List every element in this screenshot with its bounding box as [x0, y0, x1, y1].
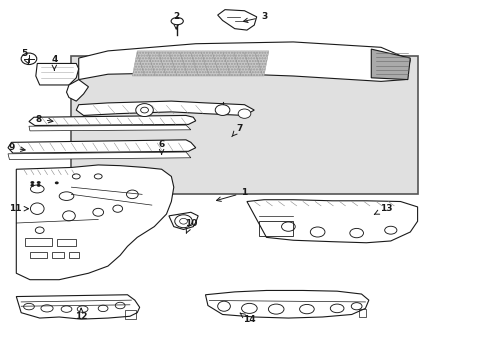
Text: 1: 1 [216, 188, 247, 201]
Circle shape [238, 109, 250, 118]
Text: 11: 11 [9, 204, 28, 213]
Circle shape [37, 184, 41, 187]
Circle shape [215, 105, 229, 116]
Polygon shape [66, 80, 88, 101]
Text: 14: 14 [240, 313, 255, 324]
Polygon shape [246, 200, 417, 243]
Text: 2: 2 [173, 12, 179, 29]
Polygon shape [16, 295, 140, 319]
Polygon shape [36, 63, 79, 85]
Bar [30, 252, 47, 258]
Polygon shape [168, 212, 198, 229]
Bar [71, 56, 417, 194]
Circle shape [37, 181, 41, 184]
Polygon shape [132, 51, 268, 76]
Polygon shape [217, 10, 256, 30]
Polygon shape [29, 116, 195, 126]
Bar [52, 252, 64, 258]
Circle shape [21, 53, 37, 64]
Polygon shape [16, 165, 173, 280]
Circle shape [30, 184, 34, 187]
Polygon shape [370, 49, 409, 80]
Text: 12: 12 [75, 308, 87, 321]
Text: 13: 13 [373, 204, 391, 215]
Polygon shape [8, 152, 190, 159]
Text: 3: 3 [243, 12, 266, 23]
Bar [69, 252, 79, 258]
Polygon shape [76, 101, 254, 116]
Text: 8: 8 [36, 114, 53, 123]
Polygon shape [29, 125, 190, 131]
Text: 10: 10 [184, 219, 197, 233]
Text: 5: 5 [21, 49, 29, 64]
Polygon shape [79, 42, 409, 81]
Text: 9: 9 [8, 143, 25, 152]
Bar [358, 309, 366, 317]
Bar [57, 239, 76, 246]
Text: 4: 4 [51, 55, 58, 70]
Circle shape [136, 104, 153, 117]
Polygon shape [205, 291, 368, 318]
Circle shape [30, 181, 34, 184]
Polygon shape [8, 140, 195, 153]
Circle shape [55, 181, 59, 184]
Text: 6: 6 [158, 140, 164, 154]
Bar [259, 221, 293, 235]
Bar [125, 310, 136, 319]
Bar [25, 238, 52, 246]
Circle shape [174, 215, 192, 228]
Text: 7: 7 [231, 123, 243, 137]
Ellipse shape [171, 18, 183, 25]
